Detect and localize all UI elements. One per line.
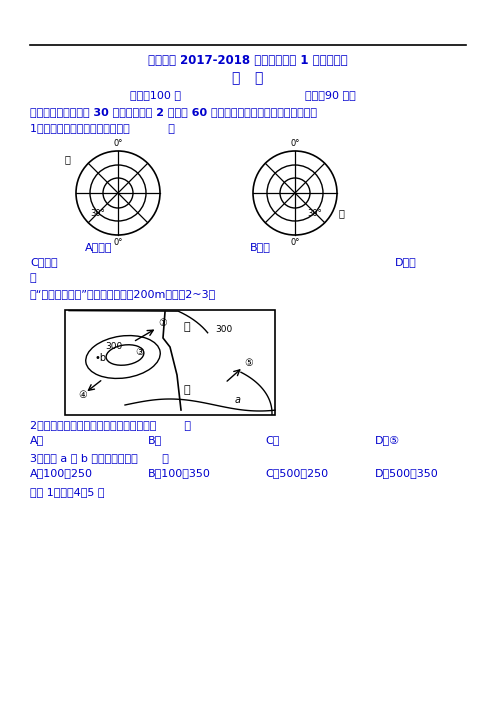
Text: 总分：100 分: 总分：100 分: [129, 90, 181, 100]
Text: ③: ③: [135, 347, 144, 357]
Text: ⑤: ⑤: [244, 358, 253, 368]
Text: D、正: D、正: [395, 257, 417, 267]
Text: 一、单项选择题（共 30 道小题，每题 2 分，共 60 分。答案必须填涂写在答题卡内。）: 一、单项选择题（共 30 道小题，每题 2 分，共 60 分。答案必须填涂写在答…: [30, 107, 317, 117]
Text: 0°: 0°: [290, 139, 300, 148]
Text: 30°: 30°: [91, 208, 105, 218]
Text: A、: A、: [30, 435, 44, 445]
Text: 河: 河: [183, 322, 189, 332]
Text: 读图 1，完成4～5 题: 读图 1，完成4～5 题: [30, 487, 105, 497]
Text: B、: B、: [148, 435, 162, 445]
Text: 北: 北: [30, 273, 37, 283]
Text: •b: •b: [95, 353, 107, 363]
Bar: [65, 310, 275, 415]
Text: 仓颍中学 2017-2018 学年毕业班第 1 次质量检测: 仓颍中学 2017-2018 学年毕业班第 1 次质量检测: [148, 53, 348, 67]
Text: 2、图中笭头正确表示河流集水方向的是（        ）: 2、图中笭头正确表示河流集水方向的是（ ）: [30, 420, 191, 430]
Text: B、100、350: B、100、350: [148, 468, 211, 478]
Text: D、⑤: D、⑤: [375, 435, 400, 445]
Text: 甲: 甲: [64, 154, 70, 164]
Text: D、500、350: D、500、350: [375, 468, 439, 478]
Text: C、正南: C、正南: [30, 257, 58, 267]
Text: 0°: 0°: [113, 139, 123, 148]
Text: 时间：90 分钟: 时间：90 分钟: [305, 90, 355, 100]
Text: ④: ④: [78, 390, 87, 400]
Text: 30°: 30°: [308, 208, 322, 218]
Text: 0°: 0°: [113, 238, 123, 247]
Text: 0°: 0°: [290, 238, 300, 247]
Text: C、: C、: [265, 435, 279, 445]
Text: C、500、250: C、500、250: [265, 468, 328, 478]
Text: ①: ①: [158, 318, 167, 328]
Text: 3、图中 a 和 b 的数值可能是（       ）: 3、图中 a 和 b 的数值可能是（ ）: [30, 453, 169, 463]
Text: A、东南: A、东南: [85, 242, 113, 252]
Text: a: a: [235, 395, 241, 405]
Text: A、100、250: A、100、250: [30, 468, 93, 478]
Text: 300: 300: [105, 342, 122, 351]
Text: 1、读下图，判断甲地在乙地的（           ）: 1、读下图，判断甲地在乙地的（ ）: [30, 123, 175, 133]
Text: 乙: 乙: [339, 208, 345, 218]
Text: 流: 流: [183, 385, 189, 395]
Text: B、西: B、西: [250, 242, 271, 252]
Text: 300: 300: [215, 325, 232, 334]
Text: 读“等高线地形图”，图中等高距为200m，完成2~3题: 读“等高线地形图”，图中等高距为200m，完成2~3题: [30, 289, 216, 299]
Text: 地   理: 地 理: [232, 71, 264, 85]
